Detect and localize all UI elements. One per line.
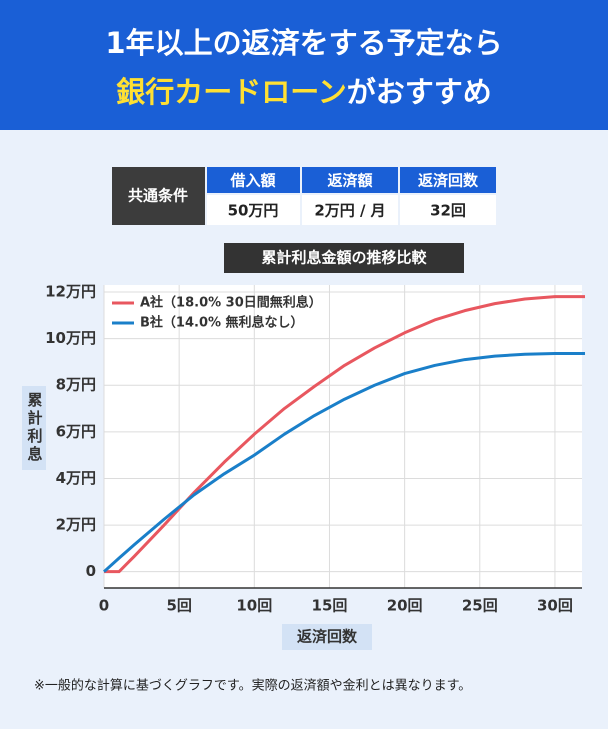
header-rest: がおすすめ: [347, 75, 492, 109]
table-value: 32回: [430, 202, 466, 220]
y-tick-label: 10万円: [45, 329, 96, 347]
table-header-cell: [207, 167, 300, 193]
x-axis-label: 返済回数: [297, 628, 358, 646]
chart-title-box: [224, 243, 464, 273]
x-tick-label: 15回: [312, 597, 348, 615]
table-value: 2万円 / 月: [314, 202, 385, 220]
footnote: ※一般的な計算に基づくグラフです。実際の返済額や金利とは異なります。: [34, 678, 471, 694]
table-cell: [400, 195, 496, 225]
header-line2: 銀行カードローンがおすすめ: [116, 75, 492, 109]
table-header: 借入額: [229, 172, 275, 190]
y-tick-label: 8万円: [56, 376, 96, 394]
x-tick-label: 30回: [537, 597, 573, 615]
header-band: [0, 0, 608, 130]
y-tick-label: 2万円: [56, 516, 96, 534]
table-row-header-cell: [112, 167, 205, 225]
legend-label: B社（14.0% 無利息なし）: [140, 315, 304, 331]
y-tick-label: 6万円: [56, 422, 96, 440]
y-tick-label: 0: [86, 562, 96, 580]
table-cell: [207, 195, 300, 225]
x-tick-label: 0: [99, 597, 109, 615]
series-line: [102, 352, 586, 573]
series-line: [104, 295, 586, 574]
table-row-header: 共通条件: [128, 187, 188, 205]
table-header: 返済回数: [418, 172, 479, 190]
plot-area: [104, 285, 582, 588]
x-label-box: [282, 624, 372, 650]
header-highlight: 銀行カードローン: [116, 75, 347, 109]
x-tick-label: 20回: [387, 597, 423, 615]
y-tick-label: 12万円: [45, 282, 96, 300]
legend-label: A社（18.0% 30日間無利息）: [140, 295, 322, 311]
header-line1: 1年以上の返済をする予定なら: [105, 26, 502, 60]
chart-title: 累計利息金額の推移比較: [261, 249, 427, 267]
x-tick-label: 5回: [166, 597, 191, 615]
table-header-cell: [302, 167, 398, 193]
x-tick-label: 25回: [462, 597, 498, 615]
grid: [103, 285, 582, 588]
y-axis-label: 累計利息: [26, 392, 44, 464]
table-cell: [302, 195, 398, 225]
lines: [102, 295, 586, 574]
table-value: 50万円: [228, 202, 279, 220]
x-tick-label: 10回: [236, 597, 272, 615]
y-label-box: [22, 386, 46, 470]
y-tick-label: 4万円: [56, 469, 96, 487]
table-header: 返済額: [327, 172, 372, 190]
table-header-cell: [400, 167, 496, 193]
